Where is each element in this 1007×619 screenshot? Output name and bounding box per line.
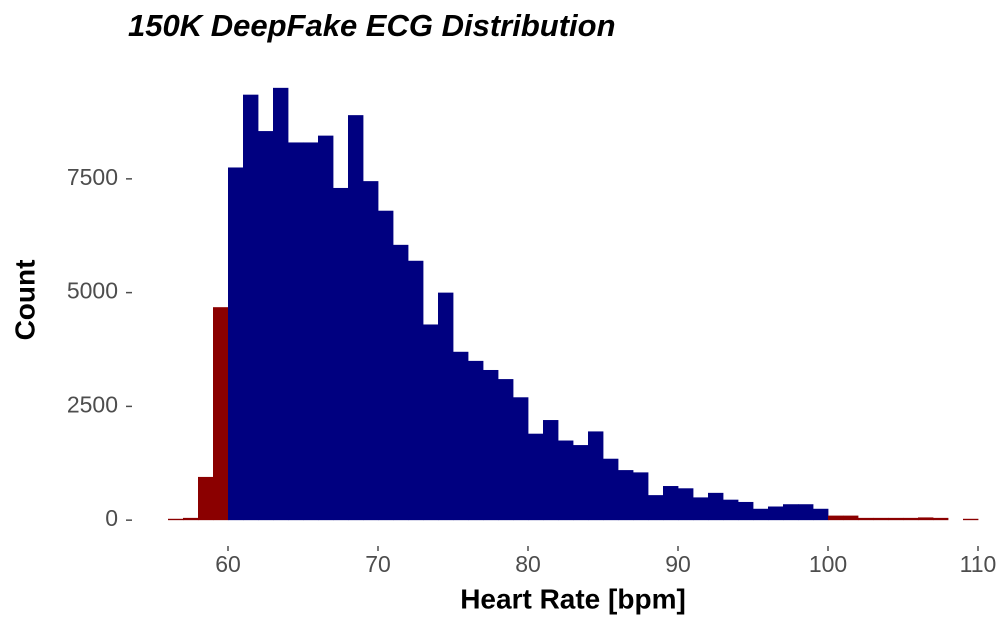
bar (453, 351, 469, 521)
bar (438, 292, 454, 521)
bar (528, 433, 544, 521)
bar (468, 360, 484, 521)
bar (303, 142, 319, 521)
x-tick-label: 60 (215, 551, 241, 577)
bar (168, 518, 184, 521)
bar (213, 307, 229, 521)
bar (423, 324, 439, 521)
bar (693, 497, 709, 521)
bar (843, 515, 859, 521)
bar (363, 181, 379, 521)
bar (543, 420, 559, 521)
x-tick-label: 70 (365, 551, 391, 577)
bar (618, 470, 634, 521)
bar (768, 506, 784, 521)
bar (558, 440, 574, 521)
bar (633, 472, 649, 521)
chart-title: 150K DeepFake ECG Distribution (128, 8, 616, 43)
x-tick-label: 80 (515, 551, 541, 577)
bar (798, 504, 814, 521)
bar (513, 397, 529, 521)
bar (963, 518, 979, 521)
bar (498, 379, 514, 521)
bar (663, 486, 679, 521)
x-tick-label: 110 (960, 551, 997, 577)
bar (858, 517, 874, 521)
bar (648, 495, 664, 521)
bar (783, 504, 799, 521)
bar (918, 517, 934, 521)
bar (903, 517, 919, 521)
bar (603, 458, 619, 521)
y-tick-label: 2500 (67, 391, 118, 417)
bar (348, 115, 364, 521)
y-axis-label: Count (9, 260, 40, 341)
bar (333, 187, 349, 521)
bar (318, 135, 334, 521)
bar (198, 476, 214, 521)
y-tick-label: 0 (105, 505, 118, 531)
bar (243, 94, 259, 521)
y-tick-label: 5000 (67, 278, 118, 304)
bar (708, 492, 724, 521)
bar (753, 508, 769, 521)
bar (678, 488, 694, 521)
bar (723, 499, 739, 521)
x-axis-label: Heart Rate [bpm] (460, 583, 686, 614)
x-tick-label: 90 (665, 551, 691, 577)
bar (288, 142, 304, 521)
bar (828, 515, 844, 521)
bar (933, 517, 949, 521)
bar (888, 517, 904, 521)
bar (813, 508, 829, 521)
bar (393, 244, 409, 521)
bar (738, 501, 754, 521)
bar (573, 445, 589, 521)
bar (408, 260, 424, 521)
bar (258, 131, 274, 521)
bar (483, 369, 499, 521)
y-tick-label: 7500 (67, 164, 118, 190)
bar (588, 431, 604, 521)
bar (378, 210, 394, 521)
x-tick-label: 100 (809, 551, 847, 577)
bar (273, 87, 289, 521)
bar (873, 517, 889, 521)
bar (183, 517, 199, 521)
bar (228, 167, 244, 521)
